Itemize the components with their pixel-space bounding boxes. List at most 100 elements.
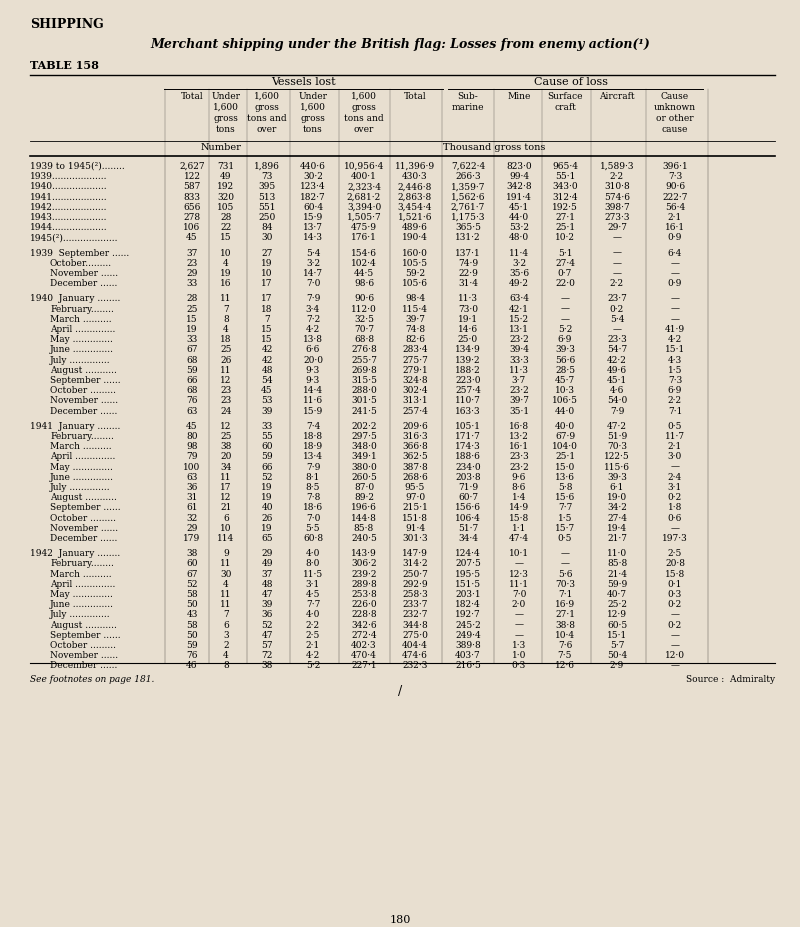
Text: 0·5: 0·5 [558, 534, 572, 543]
Text: 42: 42 [262, 346, 273, 354]
Text: 15·9: 15·9 [303, 407, 323, 415]
Text: 115·6: 115·6 [604, 463, 630, 472]
Text: 53·2: 53·2 [509, 223, 529, 232]
Text: —: — [613, 234, 622, 242]
Text: 15: 15 [186, 315, 198, 324]
Text: 0·3: 0·3 [512, 661, 526, 670]
Text: 253·8: 253·8 [351, 590, 377, 599]
Text: 59: 59 [186, 641, 198, 650]
Text: 4: 4 [223, 651, 229, 660]
Text: 207·5: 207·5 [455, 559, 481, 568]
Text: —: — [670, 661, 679, 670]
Text: 6·4: 6·4 [668, 248, 682, 258]
Text: 36: 36 [262, 610, 273, 619]
Text: 45: 45 [186, 234, 198, 242]
Text: 91·4: 91·4 [405, 524, 425, 533]
Text: Total: Total [181, 92, 203, 101]
Text: 2·2: 2·2 [610, 279, 624, 288]
Text: 470·4: 470·4 [351, 651, 377, 660]
Text: 258·3: 258·3 [402, 590, 428, 599]
Text: 180: 180 [390, 915, 410, 925]
Text: 98·6: 98·6 [354, 279, 374, 288]
Text: 324·8: 324·8 [402, 376, 428, 385]
Text: 1,589·3: 1,589·3 [600, 162, 634, 171]
Text: 37: 37 [186, 248, 198, 258]
Text: 21·4: 21·4 [607, 569, 627, 578]
Text: 40·0: 40·0 [555, 422, 575, 431]
Text: Vessels lost: Vessels lost [271, 77, 336, 87]
Text: 112·0: 112·0 [351, 305, 377, 313]
Text: 301·3: 301·3 [402, 534, 428, 543]
Text: May ..............: May .............. [50, 463, 113, 472]
Text: 315·5: 315·5 [351, 376, 377, 385]
Text: 11·7: 11·7 [665, 432, 685, 441]
Text: 56·4: 56·4 [665, 203, 685, 211]
Text: —: — [561, 315, 570, 324]
Text: 1945(²)...................: 1945(²)................... [30, 234, 118, 242]
Text: 11·0: 11·0 [607, 549, 627, 558]
Text: 79: 79 [186, 452, 198, 462]
Text: 4·2: 4·2 [306, 325, 320, 334]
Text: 171·7: 171·7 [455, 432, 481, 441]
Text: 9·6: 9·6 [512, 473, 526, 482]
Text: 40·7: 40·7 [607, 590, 627, 599]
Text: 1941  January ........: 1941 January ........ [30, 422, 120, 431]
Text: 302·4: 302·4 [402, 387, 428, 395]
Text: 179: 179 [183, 534, 201, 543]
Text: 44·5: 44·5 [354, 269, 374, 278]
Text: 0·6: 0·6 [668, 514, 682, 523]
Text: 7·6: 7·6 [558, 641, 572, 650]
Text: 59·2: 59·2 [405, 269, 425, 278]
Text: 255·7: 255·7 [351, 356, 377, 364]
Text: 234·0: 234·0 [455, 463, 481, 472]
Text: 13·8: 13·8 [303, 336, 323, 344]
Text: 10: 10 [262, 269, 273, 278]
Text: 2·1: 2·1 [306, 641, 320, 650]
Text: 0·2: 0·2 [668, 620, 682, 629]
Text: 2: 2 [223, 641, 229, 650]
Text: 275·0: 275·0 [402, 630, 428, 640]
Text: 14·3: 14·3 [303, 234, 323, 242]
Text: 301·5: 301·5 [351, 397, 377, 405]
Text: April ..............: April .............. [50, 325, 115, 334]
Text: 398·7: 398·7 [604, 203, 630, 211]
Text: 54·7: 54·7 [607, 346, 627, 354]
Text: 203·8: 203·8 [455, 473, 481, 482]
Text: 30: 30 [220, 569, 232, 578]
Text: 4: 4 [223, 325, 229, 334]
Text: March ..........: March .......... [50, 315, 112, 324]
Text: 239·2: 239·2 [351, 569, 377, 578]
Text: 60: 60 [262, 442, 273, 451]
Text: 2,446·8: 2,446·8 [398, 183, 432, 191]
Text: SHIPPING: SHIPPING [30, 18, 104, 31]
Text: Under
1,600
gross
tons: Under 1,600 gross tons [298, 92, 327, 134]
Text: 84: 84 [262, 223, 273, 232]
Text: 14·7: 14·7 [303, 269, 323, 278]
Text: 123·4: 123·4 [300, 183, 326, 191]
Text: 22·0: 22·0 [555, 279, 575, 288]
Text: 46: 46 [186, 661, 198, 670]
Text: 5·7: 5·7 [610, 641, 624, 650]
Text: 174·3: 174·3 [455, 442, 481, 451]
Text: 2·5: 2·5 [668, 549, 682, 558]
Text: Source :  Admiralty: Source : Admiralty [686, 676, 775, 684]
Text: 587: 587 [183, 183, 201, 191]
Text: 58: 58 [186, 590, 198, 599]
Text: 8·5: 8·5 [306, 483, 320, 492]
Text: 154·6: 154·6 [351, 248, 377, 258]
Text: 89·2: 89·2 [354, 493, 374, 502]
Text: 19·4: 19·4 [607, 524, 627, 533]
Text: 97·0: 97·0 [405, 493, 425, 502]
Text: 2·1: 2·1 [668, 213, 682, 222]
Text: —: — [613, 248, 622, 258]
Text: 297·5: 297·5 [351, 432, 377, 441]
Text: 15: 15 [220, 234, 232, 242]
Text: 85·8: 85·8 [354, 524, 374, 533]
Text: 35·6: 35·6 [509, 269, 529, 278]
Text: 59·9: 59·9 [607, 579, 627, 589]
Text: Thousand gross tons: Thousand gross tons [443, 143, 545, 152]
Text: 35·1: 35·1 [509, 407, 529, 415]
Text: 387·8: 387·8 [402, 463, 428, 472]
Text: 380·0: 380·0 [351, 463, 377, 472]
Text: 60·8: 60·8 [303, 534, 323, 543]
